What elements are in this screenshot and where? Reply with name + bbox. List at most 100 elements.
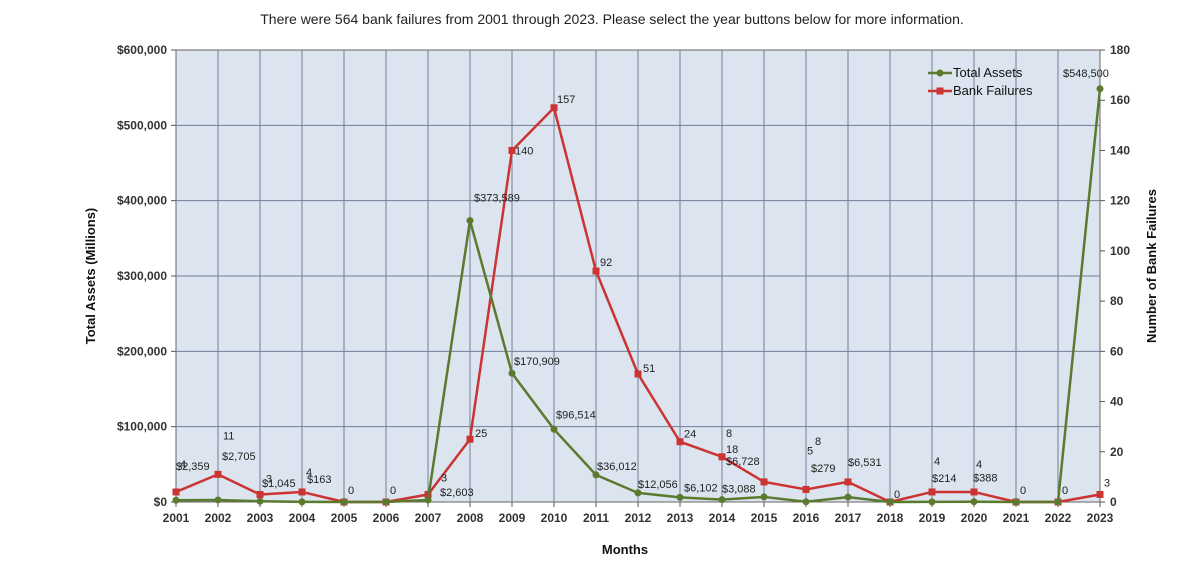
x-tick-label: 2008 xyxy=(457,511,484,525)
bank-failures-point[interactable] xyxy=(634,370,642,378)
bank-failures-data-label: 8 xyxy=(726,428,732,440)
y-left-tick-label: $300,000 xyxy=(117,269,167,283)
total-assets-data-label: $548,500 xyxy=(1063,68,1109,80)
bank-failures-point[interactable] xyxy=(1096,490,1104,498)
y-right-tick-label: 40 xyxy=(1110,395,1124,409)
chart-caption: There were 564 bank failures from 2001 t… xyxy=(260,11,964,27)
x-tick-label: 2022 xyxy=(1045,511,1072,525)
total-assets-point[interactable] xyxy=(214,496,222,504)
y-right-tick-label: 80 xyxy=(1110,294,1124,308)
y-right-tick-label: 180 xyxy=(1110,43,1130,57)
total-assets-point[interactable] xyxy=(172,496,180,504)
bank-failures-point[interactable] xyxy=(256,490,264,498)
bank-failures-point[interactable] xyxy=(172,488,180,496)
legend-swatch-marker xyxy=(936,69,944,77)
total-assets-point[interactable] xyxy=(676,493,684,501)
y-right-tick-label: 20 xyxy=(1110,445,1124,459)
bank-failures-data-label: 11 xyxy=(223,430,234,442)
x-tick-label: 2005 xyxy=(331,511,358,525)
total-assets-point[interactable] xyxy=(634,489,642,497)
bank-failures-data-label: 140 xyxy=(515,145,533,157)
y-left-tick-label: $500,000 xyxy=(117,118,167,132)
x-tick-label: 2009 xyxy=(499,511,526,525)
x-tick-label: 2020 xyxy=(961,511,988,525)
x-tick-label: 2015 xyxy=(751,511,778,525)
bank-failures-point[interactable] xyxy=(676,438,684,446)
total-assets-data-label: $6,531 xyxy=(848,457,882,469)
bank-failures-point[interactable] xyxy=(466,435,474,443)
total-assets-data-label: $279 xyxy=(811,463,835,475)
total-assets-point[interactable] xyxy=(424,496,432,504)
x-tick-label: 2016 xyxy=(793,511,820,525)
bank-failures-data-label: 18 xyxy=(726,444,738,456)
bank-failures-point[interactable] xyxy=(928,488,936,496)
bank-failures-data-label: 24 xyxy=(684,429,696,441)
total-assets-point[interactable] xyxy=(844,493,852,501)
total-assets-point[interactable] xyxy=(886,498,894,506)
total-assets-data-label: $2,603 xyxy=(440,487,474,499)
bank-failures-data-label: 0 xyxy=(894,489,900,501)
total-assets-point[interactable] xyxy=(1054,498,1062,506)
bank-failures-point[interactable] xyxy=(508,146,516,154)
bank-failures-point[interactable] xyxy=(760,478,768,486)
total-assets-point[interactable] xyxy=(1012,498,1020,506)
total-assets-data-label: $6,102 xyxy=(684,482,718,494)
x-tick-label: 2002 xyxy=(205,511,232,525)
bank-failures-point[interactable] xyxy=(214,470,222,478)
total-assets-data-label: $163 xyxy=(307,474,331,486)
y-left-tick-label: $0 xyxy=(154,495,168,509)
total-assets-data-label: $170,909 xyxy=(514,356,560,368)
total-assets-point[interactable] xyxy=(592,471,600,479)
x-tick-label: 2012 xyxy=(625,511,652,525)
total-assets-data-label: $1,045 xyxy=(262,478,296,490)
bank-failures-data-label: 157 xyxy=(557,94,575,106)
total-assets-point[interactable] xyxy=(298,498,306,506)
bank-failures-data-label: 0 xyxy=(348,485,354,497)
grid-lines xyxy=(176,50,1100,502)
y-right-tick-label: 0 xyxy=(1110,495,1117,509)
y-axis-right-title: Number of Bank Failures xyxy=(1144,189,1159,343)
x-tick-label: 2001 xyxy=(163,511,190,525)
total-assets-point[interactable] xyxy=(928,498,936,506)
x-tick-label: 2006 xyxy=(373,511,400,525)
bank-failures-data-label: 3 xyxy=(441,472,447,484)
legend-entry-label: Total Assets xyxy=(953,65,1023,80)
bank-failures-point[interactable] xyxy=(550,104,558,112)
total-assets-point[interactable] xyxy=(718,496,726,504)
y-left-tick-label: $200,000 xyxy=(117,344,167,358)
total-assets-point[interactable] xyxy=(382,498,390,506)
bank-failures-point[interactable] xyxy=(802,485,810,493)
bank-failures-data-label: 51 xyxy=(643,363,655,375)
total-assets-point[interactable] xyxy=(256,497,264,505)
total-assets-point[interactable] xyxy=(508,369,516,377)
bank-failures-point[interactable] xyxy=(970,488,978,496)
total-assets-point[interactable] xyxy=(340,498,348,506)
total-assets-point[interactable] xyxy=(760,493,768,501)
bank-failures-data-label: 25 xyxy=(475,428,487,440)
total-assets-data-label: $388 xyxy=(973,473,997,485)
bank-failures-data-label: 5 xyxy=(807,445,813,457)
y-right-tick-label: 60 xyxy=(1110,344,1124,358)
x-tick-label: 2017 xyxy=(835,511,862,525)
y-left-tick-label: $100,000 xyxy=(117,420,167,434)
bank-failures-point[interactable] xyxy=(718,453,726,461)
y-right-tick-label: 100 xyxy=(1110,244,1130,258)
axes: $0 $100,000 $200,000 $300,000 $400,000 $500,0… xyxy=(117,43,1130,525)
bank-failures-data-label: 4 xyxy=(976,459,982,471)
total-assets-point[interactable] xyxy=(1096,85,1104,93)
total-assets-point[interactable] xyxy=(466,217,474,225)
total-assets-point[interactable] xyxy=(550,425,558,433)
y-left-tick-label: $600,000 xyxy=(117,43,167,57)
bank-failures-point[interactable] xyxy=(298,488,306,496)
bank-failures-data-label: 4 xyxy=(306,467,312,479)
x-tick-label: 2004 xyxy=(289,511,316,525)
bank-failures-data-label: 92 xyxy=(600,257,612,269)
bank-failures-point[interactable] xyxy=(592,267,600,275)
bank-failures-data-label: 3 xyxy=(266,473,272,485)
total-assets-point[interactable] xyxy=(970,498,978,506)
legend: Total Assets Bank Failures xyxy=(928,65,1033,98)
bank-failures-point[interactable] xyxy=(844,478,852,486)
total-assets-data-label: $12,056 xyxy=(638,479,678,491)
series-layer xyxy=(172,85,1104,506)
total-assets-point[interactable] xyxy=(802,498,810,506)
